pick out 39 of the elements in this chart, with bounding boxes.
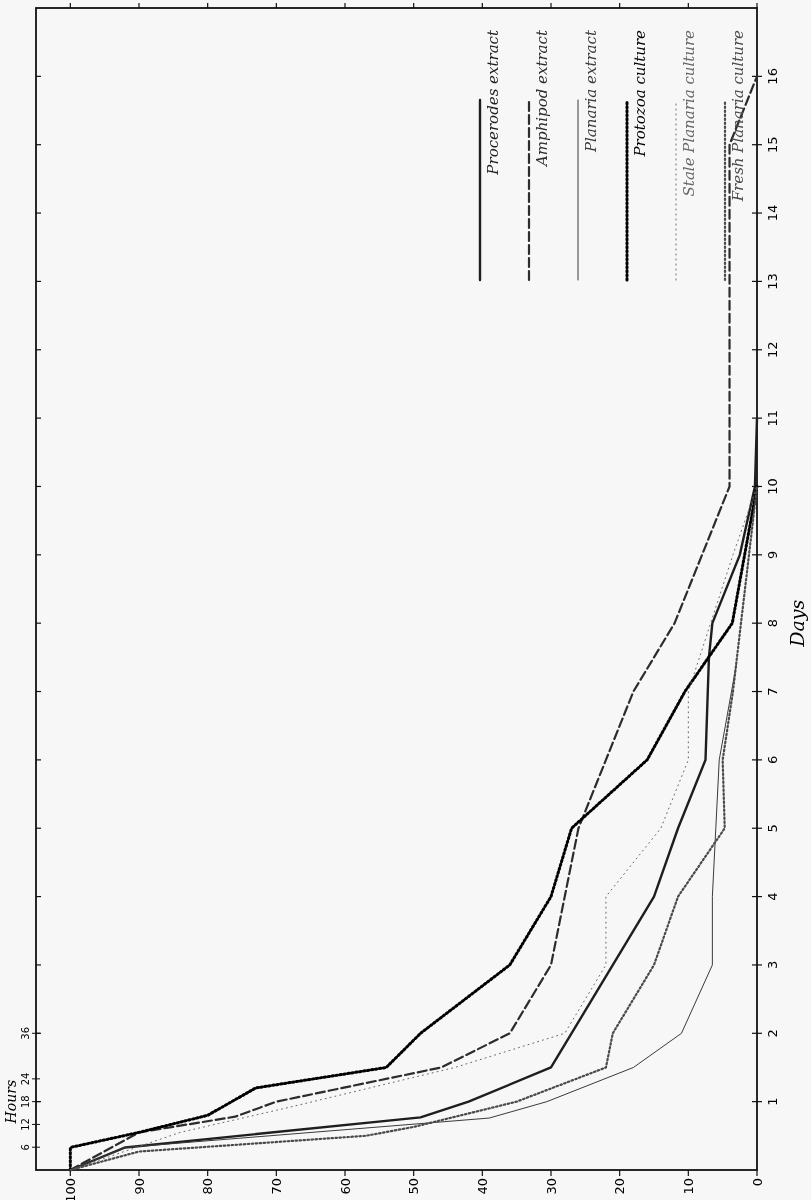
y-tick-label: 1 bbox=[765, 1097, 781, 1106]
y-tick-label: 10 bbox=[765, 478, 781, 495]
text: Stale Planaria culture bbox=[680, 29, 698, 197]
y2-axis-title: Hours bbox=[3, 1079, 19, 1125]
y2-tick-label: 24 bbox=[20, 1072, 32, 1086]
y2-tick-label: 18 bbox=[20, 1095, 32, 1109]
text: Procerodes extract bbox=[484, 29, 502, 176]
y-tick-label: 14 bbox=[765, 204, 781, 222]
x-tick-label: 0 bbox=[749, 1178, 765, 1187]
text: Protozoa culture bbox=[631, 29, 649, 158]
y-tick-label: 6 bbox=[765, 755, 781, 765]
y2-tick-label: 12 bbox=[20, 1118, 32, 1131]
text: Fresh Planaria culture bbox=[729, 29, 747, 203]
y2-tick-label: 36 bbox=[20, 1026, 32, 1040]
y-tick-label: 9 bbox=[765, 550, 781, 559]
x-tick-label: 60 bbox=[337, 1178, 353, 1195]
text: Amphipod extract bbox=[533, 29, 551, 169]
x-tick-label: 10 bbox=[680, 1178, 696, 1195]
y-tick-label: 12 bbox=[765, 341, 781, 359]
y-tick-label: 7 bbox=[765, 687, 781, 696]
y-axis-title: Days bbox=[786, 599, 808, 648]
x-tick-label: 30 bbox=[543, 1178, 559, 1195]
y-tick-label: 4 bbox=[765, 892, 781, 901]
y-tick-label: 3 bbox=[765, 960, 781, 970]
y-tick-label: 15 bbox=[765, 136, 781, 153]
y-tick-label: 11 bbox=[765, 409, 781, 427]
x-tick-label: 50 bbox=[406, 1178, 422, 1195]
x-tick-label: 20 bbox=[612, 1178, 628, 1195]
x-tick-label: 90 bbox=[131, 1178, 147, 1195]
x-tick-label: 70 bbox=[268, 1178, 284, 1195]
y-tick-label: 2 bbox=[765, 1029, 781, 1038]
y2-tick-label: 6 bbox=[20, 1144, 32, 1151]
x-tick-label: 40 bbox=[474, 1178, 490, 1195]
y-tick-label: 8 bbox=[765, 619, 781, 628]
y-tick-label: 13 bbox=[765, 273, 781, 290]
x-tick-label: 80 bbox=[200, 1178, 216, 1195]
y-tick-label: 16 bbox=[765, 68, 781, 85]
y-tick-label: 5 bbox=[765, 824, 781, 833]
text: Planaria extract bbox=[582, 29, 600, 154]
